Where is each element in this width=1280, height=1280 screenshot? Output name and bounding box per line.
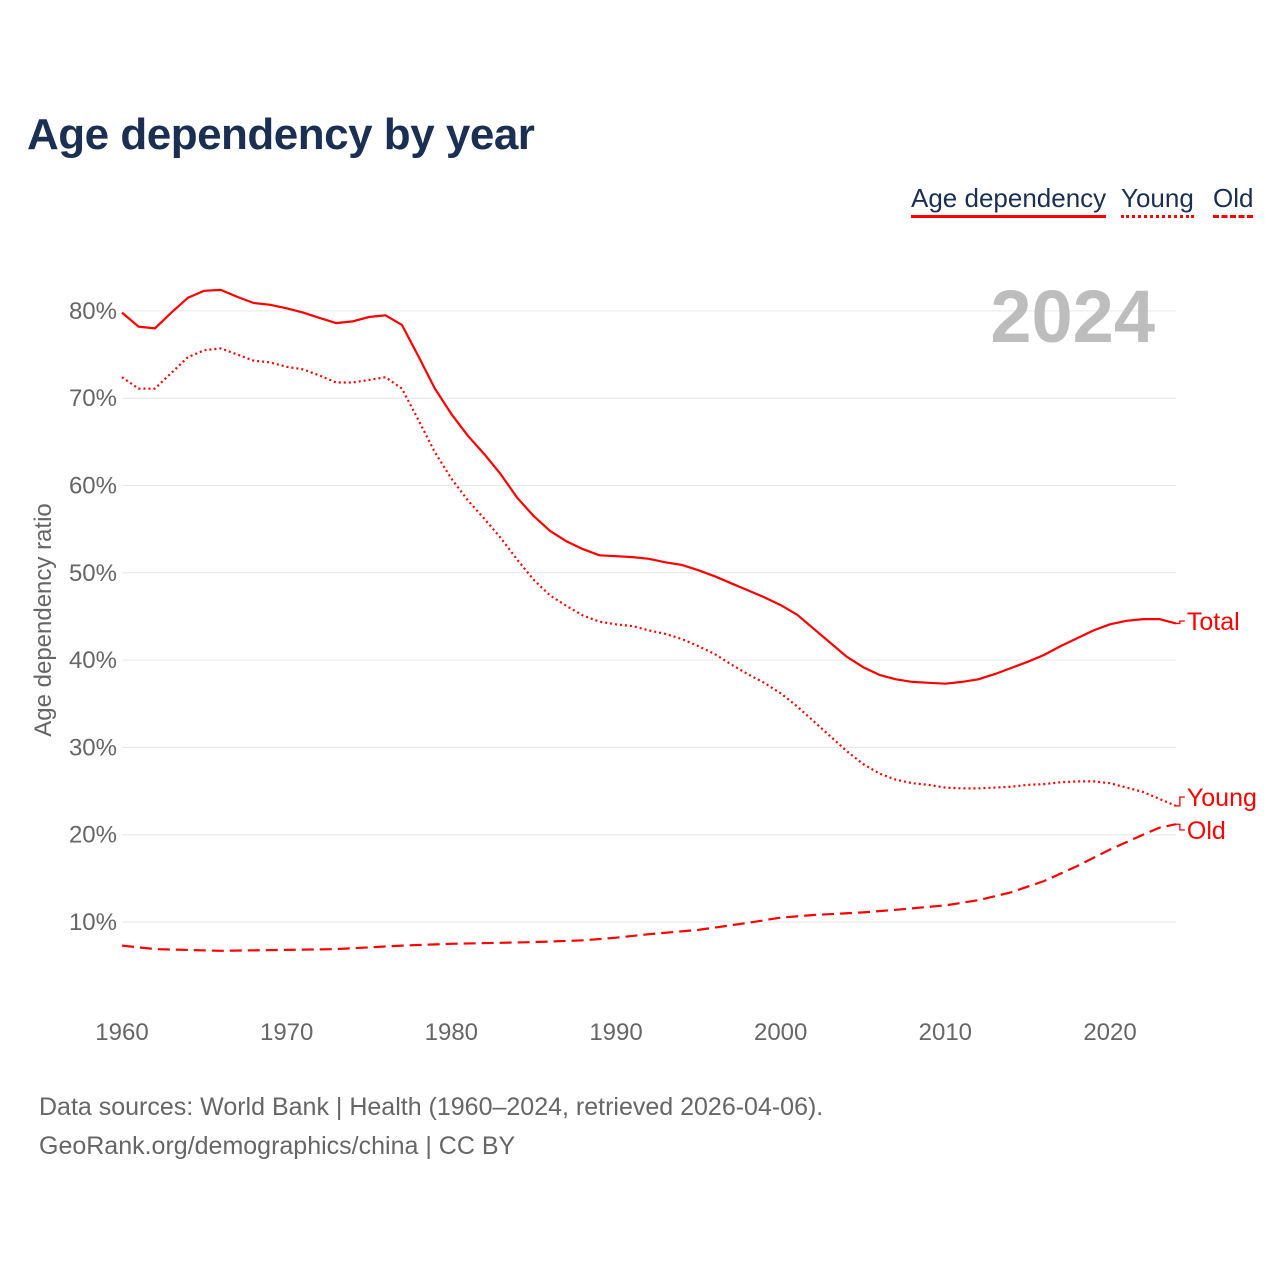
label-connector [1175,620,1185,625]
source-note: Data sources: World Bank | Health (1960–… [39,1088,823,1166]
x-tick-label: 1970 [260,1019,313,1046]
legend-item-old[interactable]: Old [1213,183,1254,218]
label-connector [1175,796,1185,807]
series-end-label: Old [1187,817,1226,845]
series-line-young [121,347,1177,807]
x-tick-label: 1980 [425,1019,478,1046]
y-tick-label: 10% [69,909,117,936]
series-end-label: Young [1187,784,1257,812]
legend-item-young[interactable]: Young [1121,183,1194,218]
label-connector [1175,823,1185,831]
y-axis-label: Age dependency ratio [30,503,57,737]
y-tick-label: 60% [69,473,117,500]
x-tick-label: 1960 [95,1019,148,1046]
legend-item-age-dependency[interactable]: Age dependency [911,183,1107,218]
x-tick-label: 2000 [754,1019,807,1046]
x-tick-label: 1990 [589,1019,642,1046]
source-line-2[interactable]: GeoRank.org/demographics/china | CC BY [39,1132,516,1160]
year-watermark: 2024 [990,275,1155,358]
source-line-1: Data sources: World Bank | Health (1960–… [39,1093,824,1121]
y-tick-label: 80% [69,298,117,325]
series-line-total [121,288,1177,685]
y-tick-label: 40% [69,647,117,674]
y-tick-label: 70% [69,385,117,412]
series-end-label: Total [1187,608,1240,636]
y-tick-label: 20% [69,822,117,849]
y-tick-label: 50% [69,560,117,587]
series-line-old [121,823,1177,952]
chart-title: Age dependency by year [27,110,535,159]
y-tick-label: 30% [69,734,117,761]
x-tick-label: 2020 [1083,1019,1136,1046]
x-tick-label: 2010 [919,1019,972,1046]
